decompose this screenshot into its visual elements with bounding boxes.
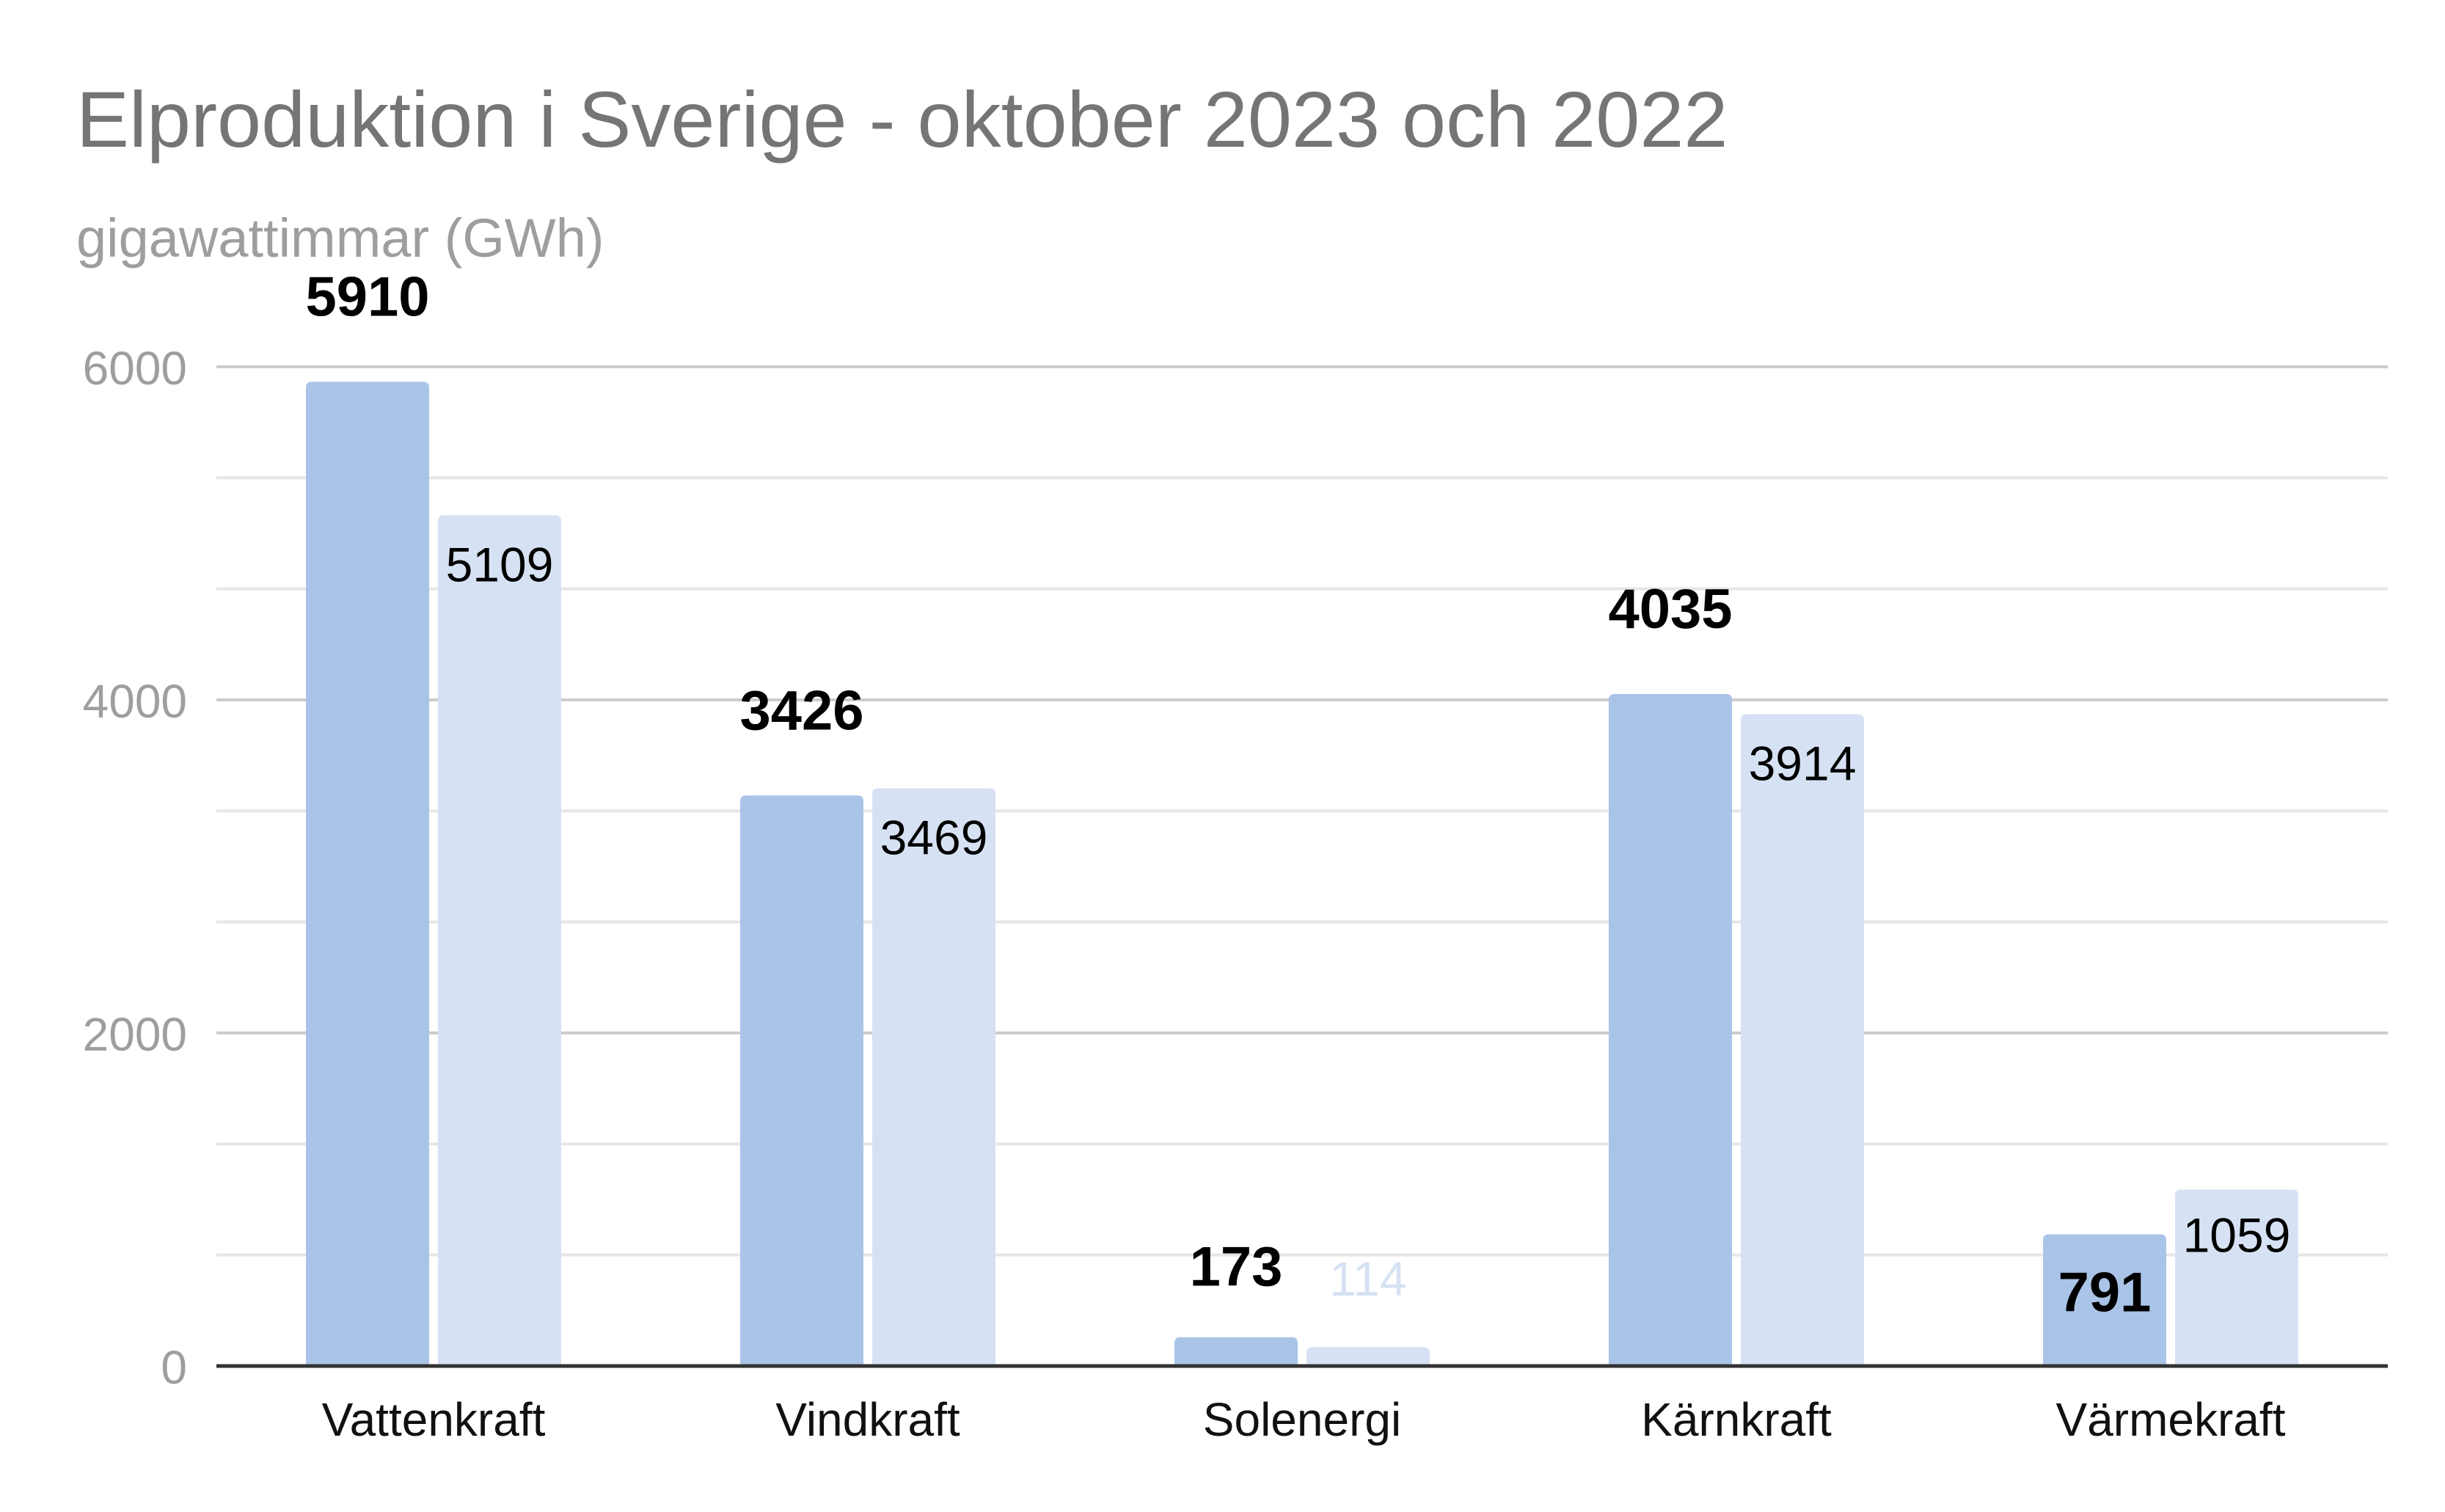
- chart-subtitle: gigawattimmar (GWh): [76, 208, 604, 269]
- bar: [740, 795, 863, 1366]
- data-label: 5109: [446, 537, 554, 591]
- y-tick-label: 6000: [83, 342, 187, 395]
- data-label: 5910: [305, 266, 429, 328]
- data-label: 4035: [1608, 578, 1732, 640]
- data-label: 3914: [1749, 737, 1857, 791]
- bar: [1609, 694, 1732, 1366]
- bar: [1174, 1337, 1298, 1366]
- bar: [2043, 1234, 2166, 1366]
- y-tick-label: 0: [161, 1341, 187, 1394]
- bar: [1741, 714, 1864, 1366]
- bar: [2175, 1189, 2298, 1366]
- data-label: 1059: [2183, 1208, 2291, 1263]
- x-tick-label: Vattenkraft: [322, 1393, 546, 1446]
- data-label: 3426: [739, 679, 863, 742]
- bar: [306, 381, 429, 1367]
- chart-title: Elproduktion i Sverige - oktober 2023 oc…: [76, 75, 1728, 164]
- x-tick-label: Solenergi: [1203, 1393, 1401, 1446]
- data-label: 114: [1329, 1252, 1406, 1306]
- y-tick-label: 4000: [83, 675, 187, 728]
- data-label: 791: [2058, 1261, 2152, 1323]
- y-tick-label: 2000: [83, 1008, 187, 1061]
- x-tick-label: Vindkraft: [775, 1393, 960, 1446]
- x-tick-label: Kärnkraft: [1641, 1393, 1832, 1446]
- bar: [438, 515, 561, 1366]
- bar: [1306, 1347, 1430, 1366]
- bar: [872, 788, 995, 1366]
- x-tick-label: Värmekraft: [2056, 1393, 2286, 1446]
- data-label: 3469: [880, 811, 988, 865]
- data-label: 173: [1190, 1236, 1283, 1299]
